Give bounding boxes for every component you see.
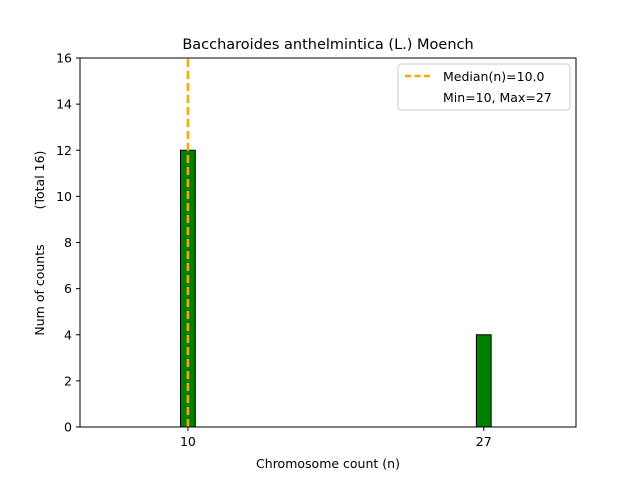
- y-tick-label: 0: [64, 420, 72, 435]
- chart-title: Baccharoides anthelmintica (L.) Moench: [182, 37, 473, 53]
- x-axis-label: Chromosome count (n): [256, 456, 400, 471]
- legend: Median(n)=10.0 Min=10, Max=27: [397, 63, 571, 111]
- bars-layer: [106, 149, 550, 428]
- y-tick-label: 8: [64, 235, 72, 250]
- x-tick-label: 27: [476, 434, 492, 449]
- plot-frame: [79, 57, 577, 428]
- legend-box: [397, 63, 571, 111]
- x-axis: 10 27: [180, 427, 492, 449]
- y-tick-label: 4: [64, 327, 72, 342]
- x-tick-label: 10: [180, 434, 196, 449]
- legend-entry-minmax: Min=10, Max=27: [443, 90, 552, 105]
- y-axis-total-note: (Total 16): [32, 151, 47, 210]
- y-tick-label: 12: [56, 143, 72, 158]
- y-axis: 0 2 4 6 8 10 12 14 16: [56, 51, 80, 435]
- y-tick-label: 14: [56, 97, 72, 112]
- y-tick-label: 16: [56, 51, 72, 66]
- y-tick-label: 2: [64, 373, 72, 388]
- y-tick-label: 10: [56, 189, 72, 204]
- y-axis-label: Num of counts: [32, 244, 47, 335]
- legend-entry-median: Median(n)=10.0: [443, 69, 544, 84]
- bar-27: [475, 334, 492, 428]
- y-tick-label: 6: [64, 281, 72, 296]
